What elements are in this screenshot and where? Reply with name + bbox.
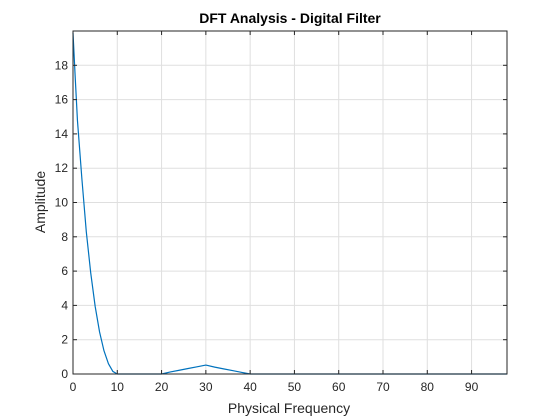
grid-lines: [72, 31, 507, 375]
y-tick-labels: 0 2 4 6 8 10 12 14 16 18: [55, 58, 69, 381]
y-tick-label: 10: [55, 196, 69, 210]
chart-title: DFT Analysis - Digital Filter: [199, 10, 381, 26]
x-tick-label: 70: [376, 380, 390, 394]
x-tick-label: 10: [111, 380, 125, 394]
x-tick-labels: 0 10 20 30 40 50 60 70 80 90: [70, 380, 479, 394]
y-tick-label: 8: [61, 230, 68, 244]
x-axis-label: Physical Frequency: [228, 400, 350, 416]
x-tick-label: 90: [465, 380, 479, 394]
y-tick-label: 0: [61, 367, 68, 381]
x-tick-label: 40: [243, 380, 257, 394]
tick-marks: [72, 31, 507, 375]
plot-area: [72, 30, 508, 375]
y-tick-label: 12: [55, 161, 69, 175]
y-tick-label: 14: [55, 127, 69, 141]
y-tick-label: 4: [61, 298, 68, 312]
y-tick-label: 2: [61, 333, 68, 347]
y-axis-label: Amplitude: [32, 171, 48, 233]
y-tick-label: 6: [61, 264, 68, 278]
x-tick-label: 80: [421, 380, 435, 394]
x-tick-label: 0: [70, 380, 77, 394]
x-tick-label: 50: [288, 380, 302, 394]
y-tick-label: 16: [55, 93, 69, 107]
x-tick-label: 60: [332, 380, 346, 394]
x-tick-label: 30: [199, 380, 213, 394]
x-tick-label: 20: [155, 380, 169, 394]
y-tick-label: 18: [55, 58, 69, 72]
